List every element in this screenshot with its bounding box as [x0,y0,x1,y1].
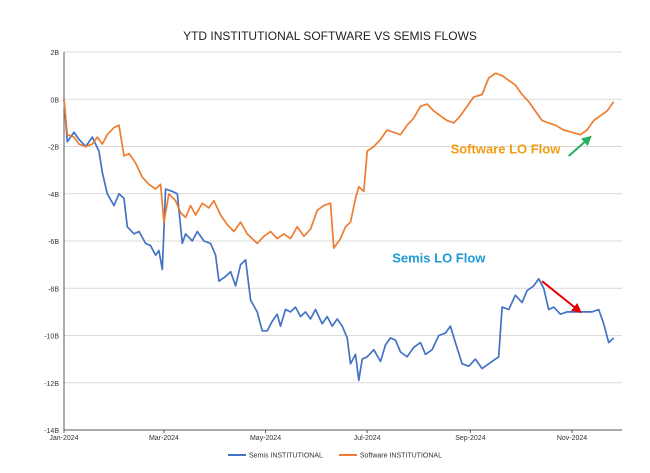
y-tick-label: -8B [48,286,59,293]
y-tick-label: -10B [44,334,59,341]
x-tick-label: Mar-2024 [149,435,179,442]
series-group [63,72,615,382]
annotation-software-arrow [568,135,592,157]
y-tick-label: 0B [50,97,59,104]
annotation-semis-label: Semis LO Flow [392,250,486,265]
y-tick-label: 2B [50,50,59,57]
series-line-semis [63,99,615,382]
legend: Semis INSTITUTIONAL Software INSTITUTIONA… [228,453,442,460]
y-tick-label: -4B [48,192,59,199]
annotation-semis-arrow [541,280,582,314]
x-tick-label: Nov-2024 [557,435,587,442]
x-tick-label: Jul-2024 [354,435,381,442]
x-tick-label: Jan-2024 [49,435,78,442]
annotations: Software LO Flow Semis LO Flow [392,135,592,314]
y-tick-label: -14B [44,428,59,435]
chart-title: YTD INSTITUTIONAL SOFTWARE VS SEMIS FLOW… [183,29,477,43]
grid-lines [64,51,622,431]
x-tick-label: May-2024 [250,435,281,442]
legend-label-software: Software INSTITUTIONAL [360,453,442,460]
x-tick-label: Sep-2024 [455,435,485,442]
legend-label-semis: Semis INSTITUTIONAL [249,453,323,460]
y-tick-label: -12B [44,381,59,388]
annotation-software-label: Software LO Flow [451,142,562,157]
y-tick-label: -2B [48,145,59,152]
series-line-software [63,72,615,249]
y-tick-label: -6B [48,239,59,246]
